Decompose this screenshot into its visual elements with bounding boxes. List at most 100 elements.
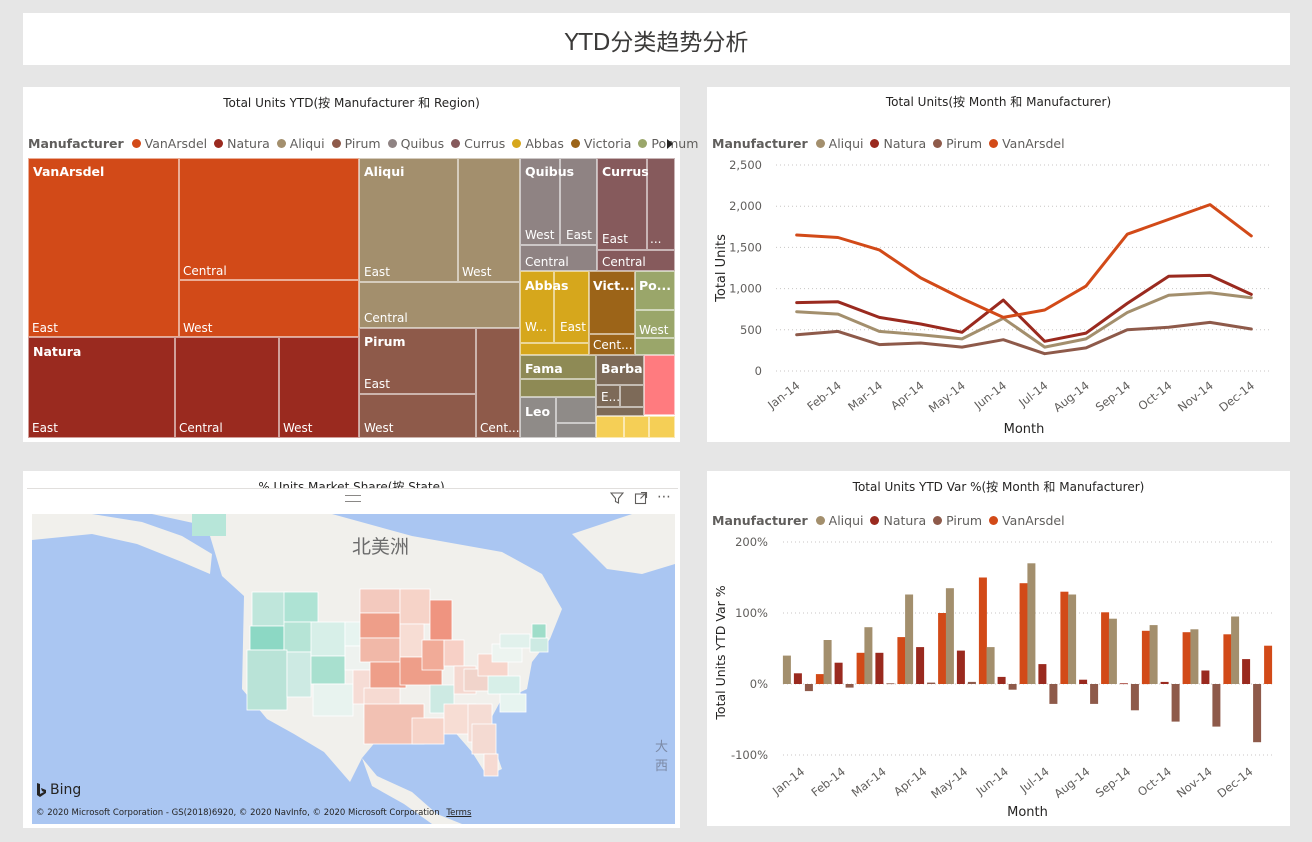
tm-vanarsdel-central[interactable] [179, 158, 359, 280]
bar-vanarsdel-dec-14 [1264, 645, 1273, 684]
treemap-legend-item-pomum[interactable]: Pomum [638, 136, 698, 151]
map-state-region [359, 588, 401, 614]
bar-legend-item-aliqui[interactable]: Aliqui [815, 513, 863, 528]
tm-quibus-central[interactable] [520, 245, 597, 271]
tm-pirum-east[interactable] [359, 328, 476, 394]
tm-yellow-1[interactable] [596, 416, 624, 438]
tm-pirum-west[interactable] [359, 394, 476, 438]
bar-natura-dec-14 [1242, 659, 1251, 684]
tm-aliqui-east[interactable] [359, 158, 458, 282]
bar-chart-visual[interactable]: Total Units YTD Var %(按 Month 和 Manufact… [707, 471, 1290, 826]
tm-quibus-west[interactable] [520, 158, 560, 245]
legend-dot [131, 139, 141, 148]
tm-victoria[interactable] [589, 271, 635, 334]
treemap-legend-item-vanarsdel[interactable]: VanArsdel [131, 136, 207, 151]
line-legend-item-vanarsdel[interactable]: VanArsdel [989, 136, 1065, 151]
tm-aliqui-central[interactable] [359, 282, 520, 328]
bar-legend-item-natura[interactable]: Natura [870, 513, 926, 528]
more-options-icon[interactable]: ⋯ [657, 489, 672, 505]
tm-natura-central[interactable] [175, 337, 279, 438]
tm-aliqui-west[interactable] [458, 158, 520, 282]
bar-pirum-mar-14 [886, 683, 895, 685]
line-x-tick-label: Nov-14 [1175, 378, 1216, 414]
map-state-region [499, 693, 527, 713]
treemap-legend-item-currus[interactable]: Currus [451, 136, 505, 151]
tm-pomum-other[interactable] [635, 338, 675, 355]
bar-legend-item-vanarsdel[interactable]: VanArsdel [989, 513, 1065, 528]
treemap-label-vanarsdel: VanArsdel [33, 164, 105, 179]
treemap-legend-item-victoria[interactable]: Victoria [570, 136, 631, 151]
tm-barba-other[interactable] [596, 407, 644, 416]
treemap-label-ali-east: East [364, 265, 390, 279]
line-chart-visual[interactable]: Total Units(按 Month 和 Manufacturer) Manu… [707, 87, 1290, 442]
terms-link[interactable]: Terms [446, 808, 472, 818]
tm-currus-central[interactable] [597, 250, 675, 271]
drag-handle-icon[interactable] [345, 495, 361, 502]
tm-yellow-3[interactable] [649, 416, 675, 438]
map-state-region [283, 621, 315, 653]
treemap-legend-item-aliqui[interactable]: Aliqui [276, 136, 325, 151]
tm-barba-top[interactable] [596, 355, 644, 385]
tm-natura-east[interactable] [28, 337, 175, 438]
map-visual[interactable]: % Units Market Share(按 State) ⋯ 北美洲 大西 B… [23, 471, 680, 828]
treemap-visual[interactable]: Total Units YTD(按 Manufacturer 和 Region)… [23, 87, 698, 442]
focus-mode-icon[interactable] [634, 491, 648, 505]
map-state-region [399, 623, 425, 658]
tm-other-pink[interactable] [644, 355, 675, 415]
tm-barba-east[interactable] [596, 385, 620, 407]
tm-abbas-west-cell[interactable] [520, 271, 554, 343]
legend-dot [570, 139, 580, 148]
legend-dot [989, 516, 999, 525]
bar-chart-legend: Manufacturer Aliqui Natura Pirum VanArsdel [712, 513, 1072, 528]
filter-icon[interactable] [610, 491, 624, 505]
tm-abbas-other[interactable] [520, 343, 589, 355]
tm-quibus-east[interactable] [560, 158, 597, 245]
bar-pirum-jan-14 [804, 684, 813, 692]
tm-leo-2[interactable] [556, 397, 596, 423]
tm-victoria-central[interactable] [589, 334, 635, 355]
tm-natura-west[interactable] [279, 337, 359, 438]
bar-legend-item-pirum[interactable]: Pirum [933, 513, 982, 528]
line-chart-legend: Manufacturer Aliqui Natura Pirum VanArsdel [712, 136, 1072, 151]
treemap-legend-item-abbas[interactable]: Abbas [512, 136, 564, 151]
tm-currus-east[interactable] [597, 158, 647, 250]
map-state-region [251, 591, 289, 627]
line-chart-plot: 0 500 1,000 1,500 2,000 2,500 Jan-14 Feb-14 Mar-… [714, 158, 1272, 437]
treemap-label-qui-west: West [525, 228, 555, 242]
treemap-legend-item-natura[interactable]: Natura [214, 136, 270, 151]
line-legend-item-pirum[interactable]: Pirum [933, 136, 982, 151]
line-y-tick-label: 500 [740, 323, 762, 337]
bar-x-tick-label: Jul-14 [1017, 764, 1052, 796]
bar-aliqui-jan-14 [782, 655, 791, 684]
treemap-label-vic-central: Cent... [593, 338, 633, 352]
tm-vanarsdel-west[interactable] [179, 280, 359, 337]
bar-vanarsdel-may-14 [978, 577, 987, 684]
map-copyright: © 2020 Microsoft Corporation - GS(2018)6… [36, 808, 471, 818]
bar-aliqui-dec-14 [1231, 616, 1240, 684]
line-legend-item-aliqui[interactable]: Aliqui [815, 136, 863, 151]
tm-fama-top[interactable] [520, 355, 596, 379]
treemap-label-pom-west: West [639, 323, 669, 337]
tm-yellow-2[interactable] [624, 416, 649, 438]
treemap-legend-item-quibus[interactable]: Quibus [387, 136, 444, 151]
page-title-bar: YTD分类趋势分析 [23, 13, 1290, 65]
map-land-alaska [32, 514, 212, 574]
map-canvas[interactable] [32, 514, 675, 824]
map-region-teal [192, 514, 226, 536]
tm-leo[interactable] [520, 397, 556, 438]
tm-barba-west[interactable] [620, 385, 644, 407]
tm-pirum-central[interactable] [476, 328, 520, 438]
treemap-legend-item-pirum[interactable]: Pirum [331, 136, 381, 151]
tm-pomum-west[interactable] [635, 310, 675, 338]
tm-vanarsdel-east[interactable] [28, 158, 179, 337]
tm-fama-bottom[interactable] [520, 379, 596, 397]
treemap-label-abb-east: East [560, 320, 586, 334]
tm-pomum[interactable] [635, 271, 675, 310]
line-legend-item-natura[interactable]: Natura [870, 136, 926, 151]
copyright-text: © 2020 Microsoft Corporation - GS(2018)6… [36, 808, 440, 818]
tm-leo-3[interactable] [556, 423, 596, 438]
legend-scroll-right-icon[interactable] [667, 139, 673, 149]
tm-abbas-east-cell[interactable] [554, 271, 589, 343]
tm-currus-other[interactable] [647, 158, 675, 250]
map-state-region [283, 591, 319, 623]
